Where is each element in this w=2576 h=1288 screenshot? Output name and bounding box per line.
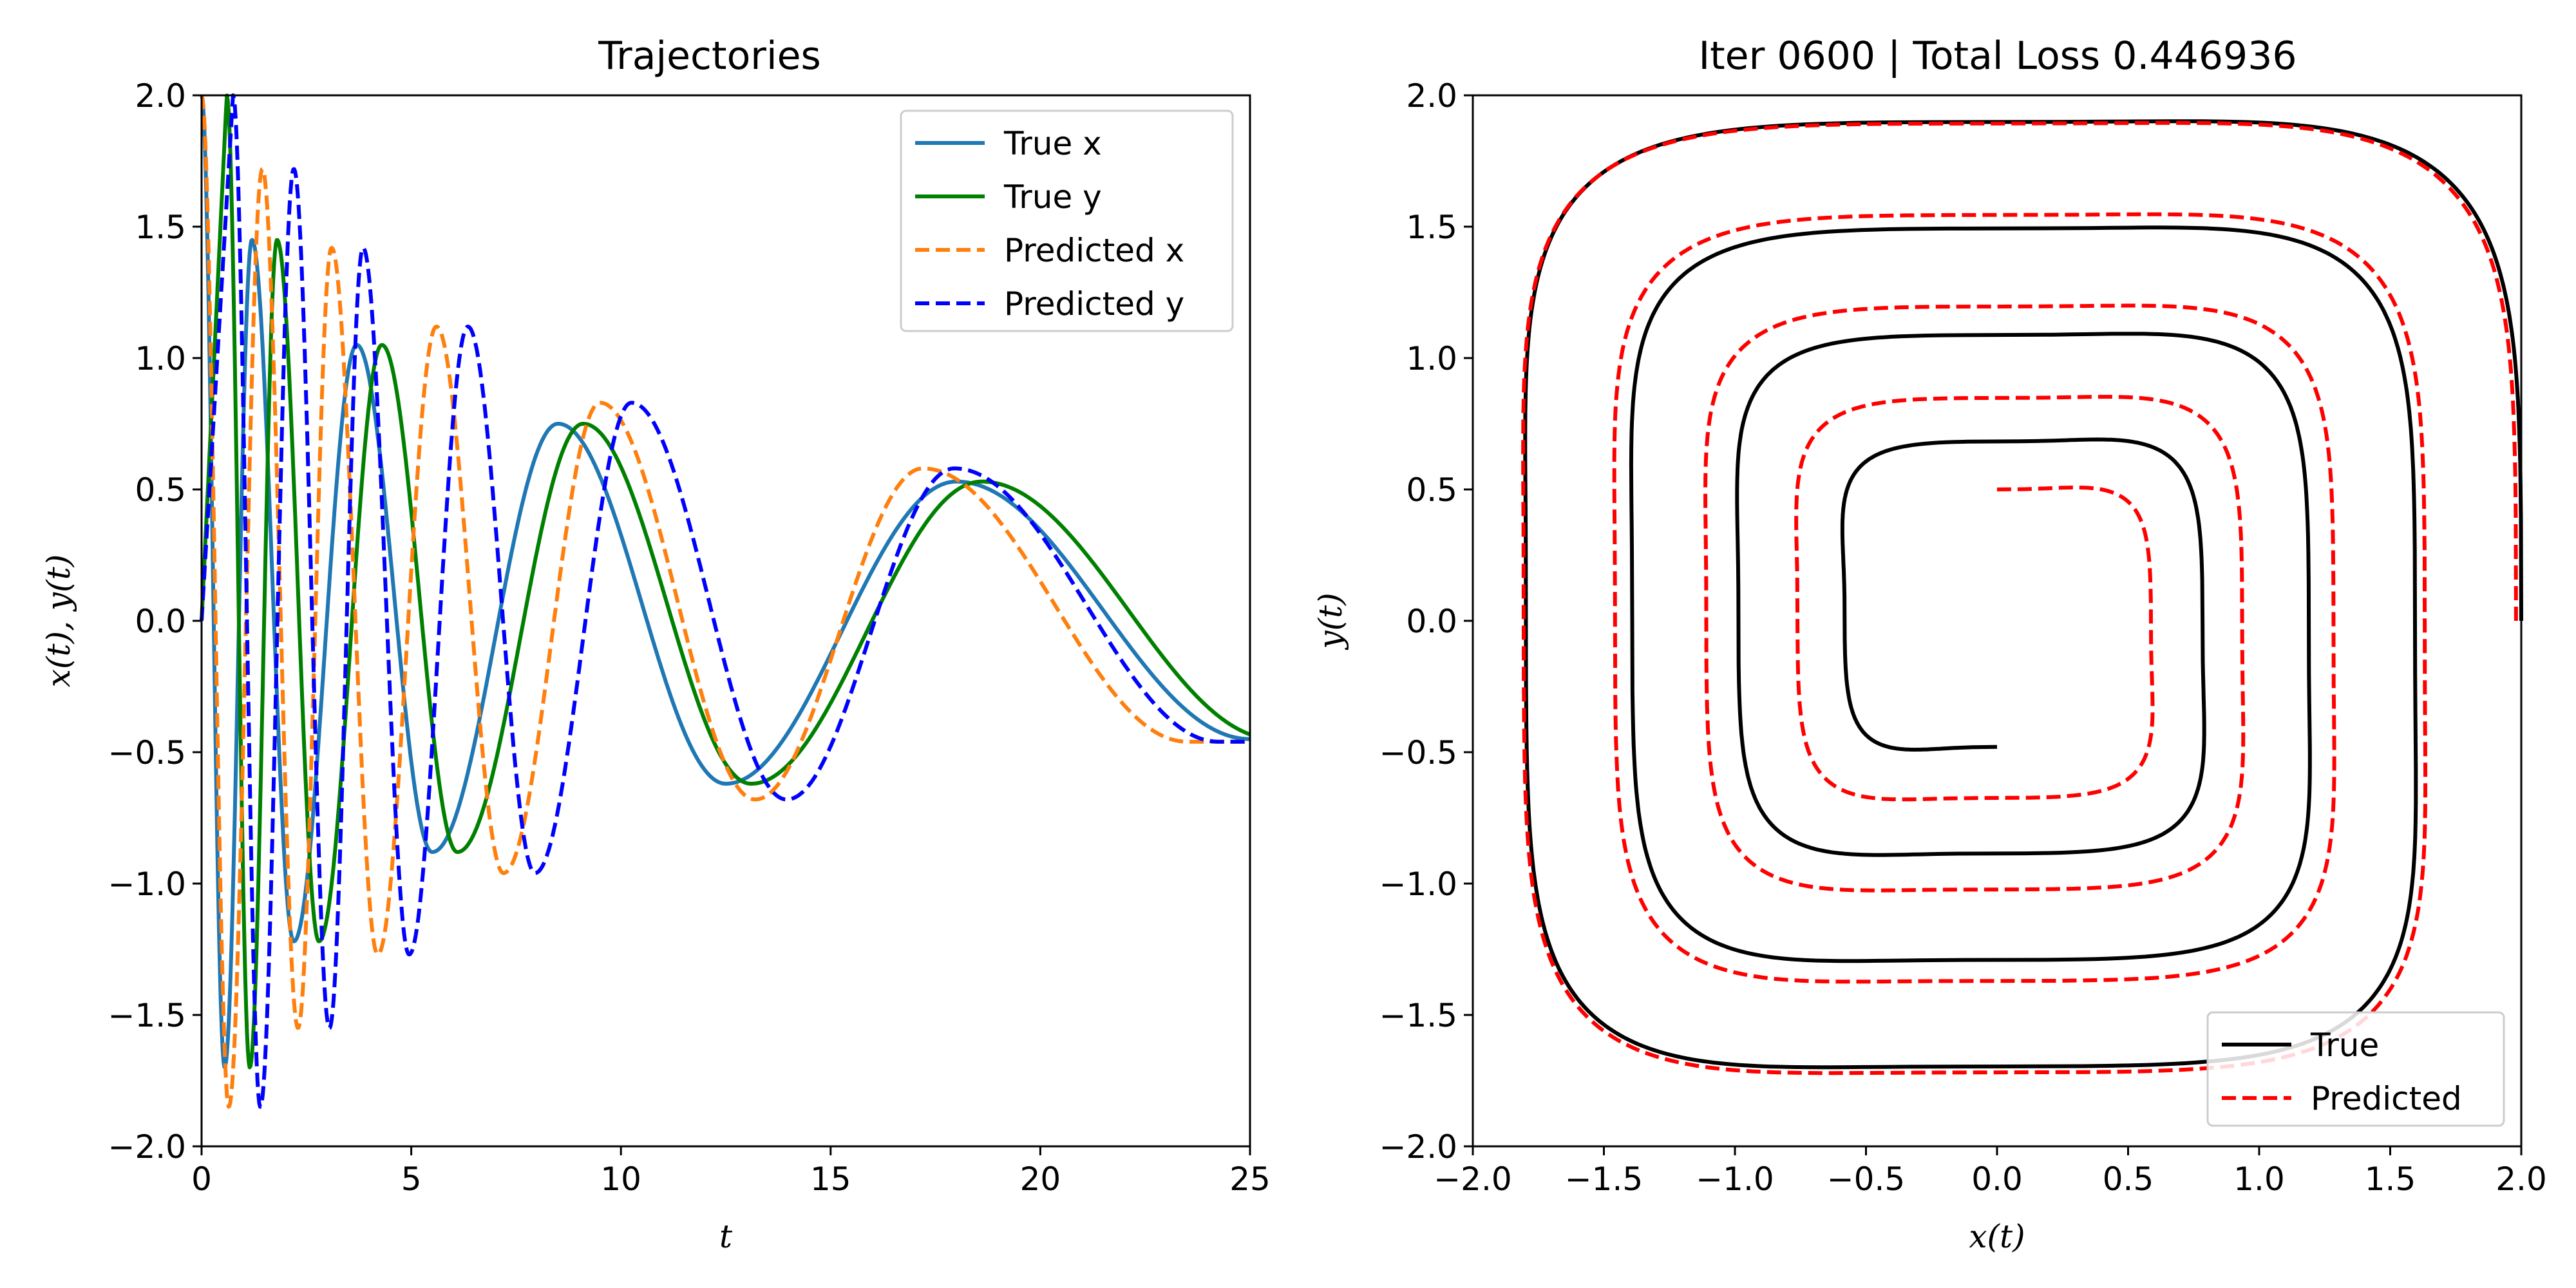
phase-panel: Iter 0600 | Total Loss 0.446936 −2.0 −1.5…	[1312, 33, 2547, 1255]
y-axis-label: x(t), y(t)	[40, 554, 77, 687]
x-tick-label: −0.5	[1827, 1160, 1905, 1198]
legend-box	[900, 109, 1234, 332]
series-line-pred-x	[200, 95, 1251, 1109]
y-tick-label: −1.0	[1379, 866, 1457, 903]
y-axis-label: y(t)	[1312, 592, 1349, 650]
legend-box	[2206, 1011, 2505, 1127]
series-line-pred	[1521, 120, 2518, 1075]
x-axis-ticks: 0 5 10 15 20 25	[191, 1146, 1271, 1198]
y-tick-label: 0.0	[1406, 603, 1457, 640]
series-group	[200, 93, 1251, 1109]
x-tick-label: 5	[401, 1160, 422, 1198]
y-axis-ticks: −2.0 −1.5 −1.0 −0.5 0.0 0.5 1.0 1.5 2.0	[108, 77, 202, 1166]
y-tick-label: 1.5	[1406, 209, 1457, 246]
x-tick-label: −1.0	[1696, 1160, 1774, 1198]
x-tick-label: 25	[1229, 1160, 1271, 1198]
series-line-true	[1523, 119, 2523, 1070]
legend-entry: Predicted y	[1004, 285, 1184, 323]
series-group	[1521, 119, 2523, 1075]
series-line-true-x	[200, 95, 1251, 1069]
y-tick-label: 0.5	[135, 471, 186, 509]
x-tick-label: −2.0	[1434, 1160, 1511, 1198]
y-tick-label: 0.5	[1406, 471, 1457, 509]
series-line-pred-y	[200, 93, 1251, 1109]
y-tick-label: 1.0	[135, 340, 186, 377]
y-axis-ticks: −2.0 −1.5 −1.0 −0.5 0.0 0.5 1.0 1.5 2.0	[1379, 77, 1473, 1166]
y-tick-label: −2.0	[108, 1128, 186, 1166]
y-tick-label: −0.5	[108, 734, 186, 772]
y-tick-label: 1.5	[135, 209, 186, 246]
x-tick-label: −1.5	[1565, 1160, 1643, 1198]
y-tick-label: −1.5	[1379, 997, 1457, 1034]
x-axis-label: t	[719, 1218, 733, 1255]
x-tick-label: 1.0	[2233, 1160, 2285, 1198]
y-tick-label: 1.0	[1406, 340, 1457, 377]
y-tick-label: −1.5	[108, 997, 186, 1034]
x-axis-label: x(t)	[1969, 1218, 2025, 1255]
legend-entry: Predicted x	[1004, 232, 1184, 269]
x-tick-label: 1.5	[2365, 1160, 2416, 1198]
x-tick-label: 20	[1020, 1160, 1061, 1198]
legend-entry: Predicted	[2311, 1080, 2462, 1117]
y-tick-label: −0.5	[1379, 734, 1457, 772]
chart-title: Iter 0600 | Total Loss 0.446936	[1698, 33, 2297, 79]
trajectories-panel: Trajectories 0 5 10 15 20 25 −2.0 −1.5 −1.0 −0.5…	[40, 33, 1271, 1255]
legend-entry: True x	[1003, 125, 1102, 162]
y-tick-label: 0.0	[135, 603, 186, 640]
x-axis-ticks: −2.0 −1.5 −1.0 −0.5 0.0 0.5 1.0 1.5 2.0	[1434, 1146, 2547, 1198]
chart-title: Trajectories	[598, 33, 821, 79]
legend: True x True y Predicted x Predicted y	[900, 109, 1234, 332]
x-tick-label: 0.5	[2103, 1160, 2154, 1198]
y-tick-label: −2.0	[1379, 1128, 1457, 1166]
legend-entry: True y	[1003, 178, 1102, 216]
legend-entry: True	[2310, 1027, 2379, 1064]
x-tick-label: 10	[600, 1160, 641, 1198]
legend: True Predicted	[2206, 1011, 2505, 1127]
x-tick-label: 2.0	[2496, 1160, 2547, 1198]
y-tick-label: −1.0	[108, 866, 186, 903]
y-tick-label: 2.0	[135, 77, 186, 115]
x-tick-label: 15	[810, 1160, 851, 1198]
x-tick-label: 0.0	[1971, 1160, 2023, 1198]
x-tick-label: 0	[191, 1160, 212, 1198]
y-tick-label: 2.0	[1406, 77, 1457, 115]
